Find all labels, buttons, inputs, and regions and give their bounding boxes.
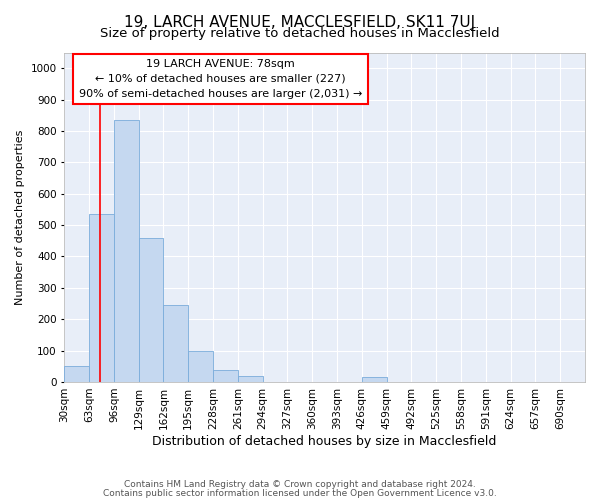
- X-axis label: Distribution of detached houses by size in Macclesfield: Distribution of detached houses by size …: [152, 434, 497, 448]
- Bar: [64, 366, 89, 382]
- Text: Contains HM Land Registry data © Crown copyright and database right 2024.: Contains HM Land Registry data © Crown c…: [124, 480, 476, 489]
- Bar: [188, 350, 213, 382]
- Bar: [139, 238, 163, 382]
- Bar: [163, 305, 188, 382]
- Text: Contains public sector information licensed under the Open Government Licence v3: Contains public sector information licen…: [103, 488, 497, 498]
- Text: 19 LARCH AVENUE: 78sqm
← 10% of detached houses are smaller (227)
90% of semi-de: 19 LARCH AVENUE: 78sqm ← 10% of detached…: [79, 59, 362, 98]
- Y-axis label: Number of detached properties: Number of detached properties: [15, 130, 25, 305]
- Text: Size of property relative to detached houses in Macclesfield: Size of property relative to detached ho…: [100, 28, 500, 40]
- Bar: [238, 376, 263, 382]
- Text: 19, LARCH AVENUE, MACCLESFIELD, SK11 7UJ: 19, LARCH AVENUE, MACCLESFIELD, SK11 7UJ: [124, 15, 476, 30]
- Bar: [213, 370, 238, 382]
- Bar: [114, 120, 139, 382]
- Bar: [362, 378, 386, 382]
- Bar: [89, 214, 114, 382]
